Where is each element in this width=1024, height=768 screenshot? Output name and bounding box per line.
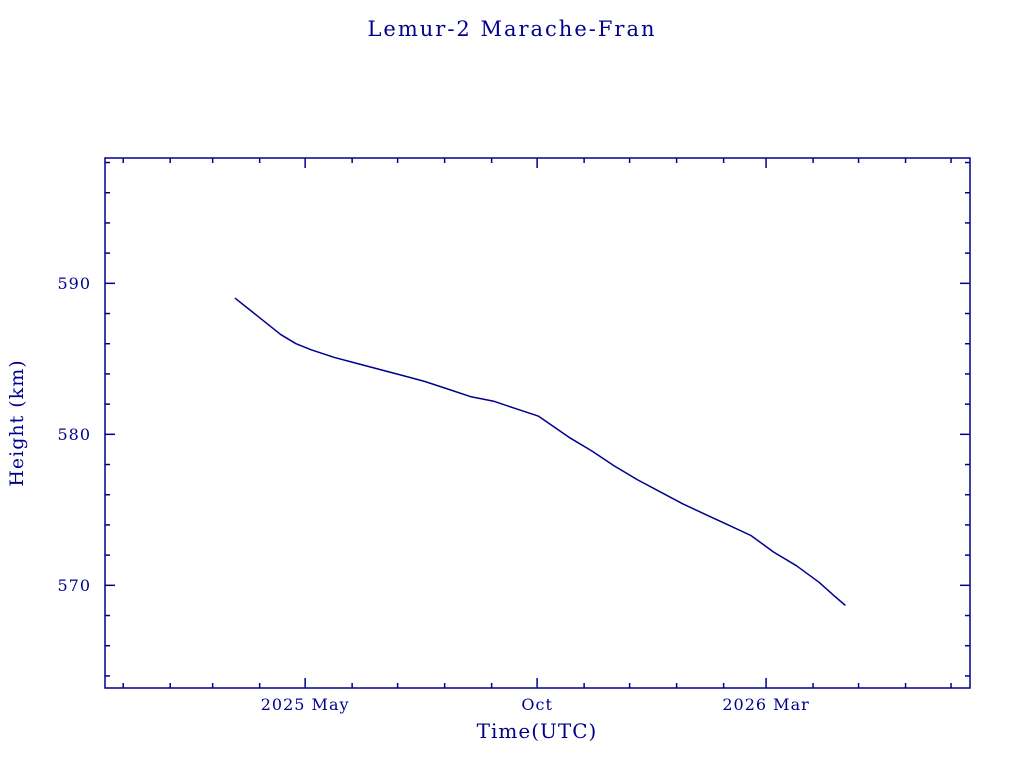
y-tick-label: 590 [57,274,91,293]
x-tick-label: 2026 Mar [722,695,809,714]
x-axis-label: Time(UTC) [476,719,598,743]
y-tick-label: 580 [57,425,91,444]
x-tick-label: Oct [521,695,553,714]
chart-title: Lemur-2 Marache-Fran [367,17,657,41]
plot-frame [104,157,971,689]
height-data-line [234,297,846,606]
y-tick-label: 570 [57,576,91,595]
x-tick-label: 2025 May [261,695,350,714]
